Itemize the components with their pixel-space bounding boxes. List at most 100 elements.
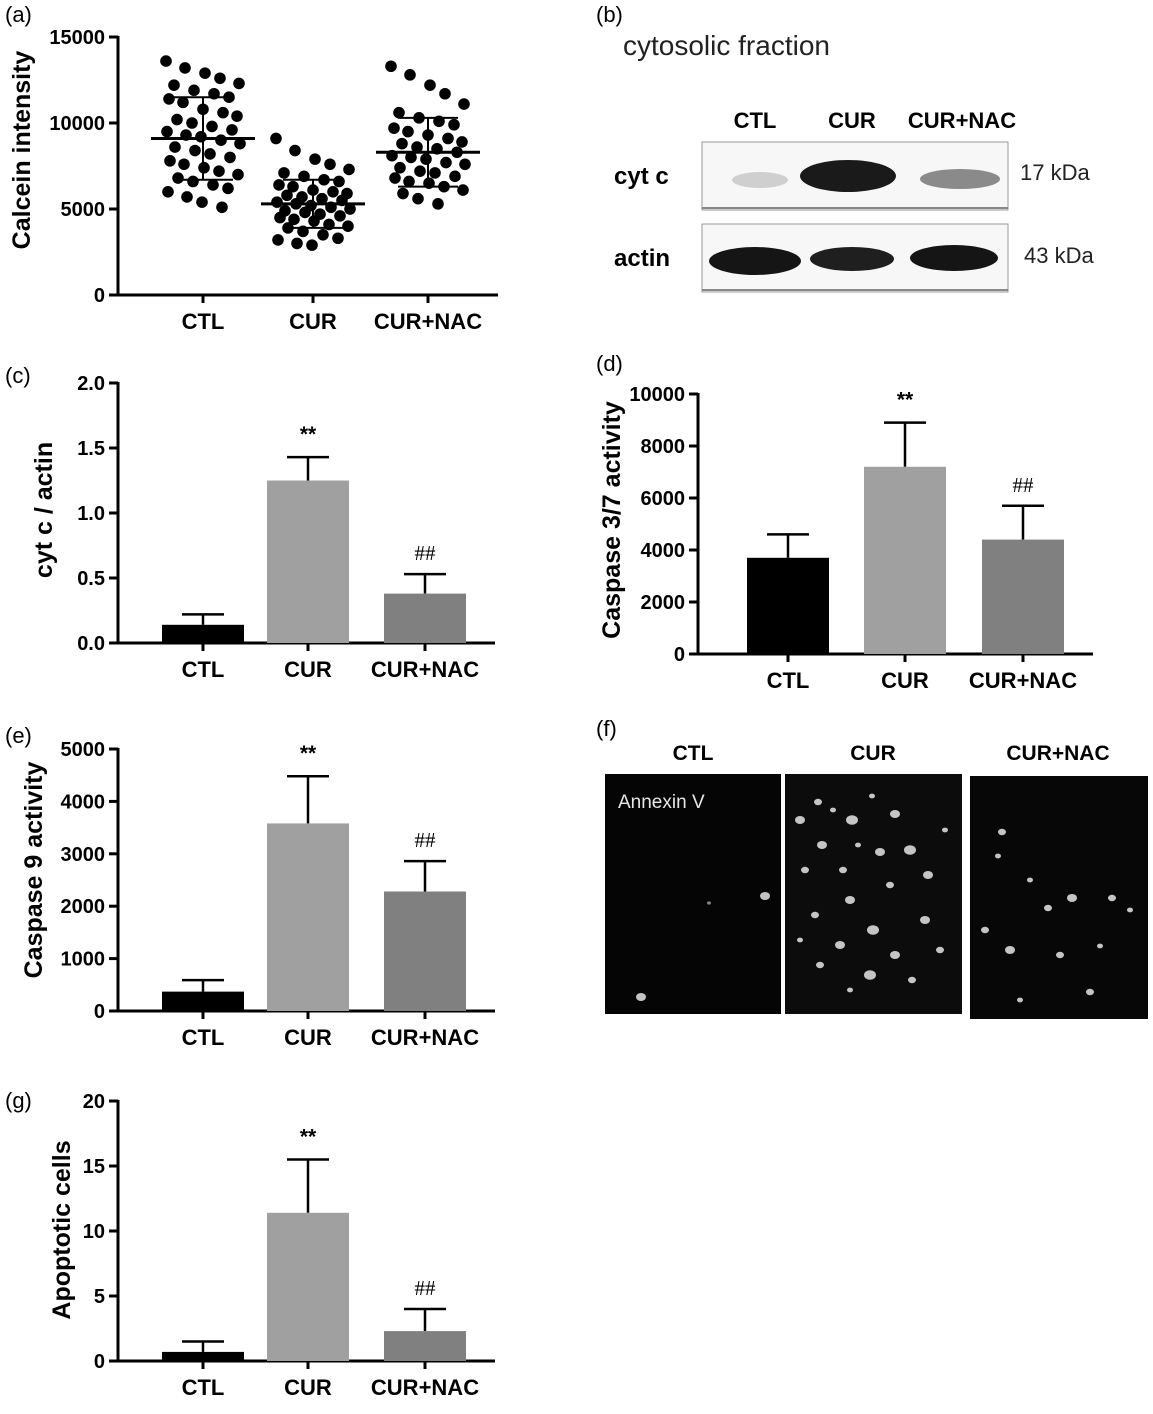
y-tick-label: 2000 (61, 896, 106, 918)
significance-annotation: ## (415, 541, 437, 565)
data-point (404, 69, 416, 81)
fluorescent-cell (707, 901, 711, 905)
data-point (196, 196, 208, 208)
significance-annotation: ** (300, 423, 317, 446)
fluorescent-cell (817, 841, 827, 849)
y-tick-label: 10000 (49, 113, 105, 135)
data-point (403, 175, 415, 188)
panel-c-chart: (c) 0.0 0.5 1.0 1.5 2.0 CTL CUR CUR+NAC cyt c / … (5, 363, 495, 682)
micrograph-ctl (605, 774, 781, 1014)
panel-d-chart: (d) 0 2000 4000 6000 8000 10000 CTL CUR CUR+NAC C… (596, 351, 1093, 693)
y-tick-label: 15000 (49, 27, 105, 49)
data-point (181, 191, 193, 203)
panel-g-letter: (g) (5, 1088, 32, 1113)
fluorescent-cell (1067, 894, 1077, 902)
data-point (388, 122, 400, 134)
actin-band-ctl (709, 247, 801, 275)
y-tick-label: 6000 (641, 488, 686, 510)
data-point (324, 158, 336, 171)
x-tick-label: CUR+NAC (371, 1025, 479, 1050)
lane-label-cur-nac: CUR+NAC (908, 108, 1016, 133)
fluorescent-cell (998, 828, 1006, 836)
y-tick-label: 3000 (61, 844, 106, 866)
bar-ctl (747, 557, 829, 654)
y-tick-label: 0 (674, 644, 685, 666)
data-point (289, 144, 301, 157)
data-point (394, 161, 406, 174)
data-point (168, 79, 180, 91)
fluorescent-cell (1027, 877, 1033, 883)
x-tick-label: CTL (182, 309, 225, 334)
cyt-c-size-label: 17 kDa (1020, 160, 1090, 185)
fluorescent-cell (1127, 907, 1133, 913)
x-tick-label: CUR (284, 1025, 332, 1050)
y-tick-label: 0.5 (77, 568, 105, 590)
data-point (216, 201, 228, 214)
y-tick-label: 0.0 (77, 633, 105, 655)
x-tick-label: CTL (182, 657, 225, 682)
fluorescent-cell (797, 937, 803, 943)
significance-annotation: ** (300, 1126, 317, 1149)
data-point (299, 206, 311, 219)
fluorescent-cell (920, 916, 930, 924)
y-tick-label: 2000 (641, 592, 686, 614)
data-point (204, 148, 216, 160)
fluorescent-cell (904, 845, 916, 855)
panel-f-micrographs: (f) CTL CUR CUR+NAC Annexin V (596, 716, 1148, 1019)
data-point (231, 110, 243, 122)
y-tick-label: 1000 (61, 949, 106, 971)
data-point (424, 79, 436, 91)
data-point (188, 84, 200, 97)
bar-cur (267, 1212, 349, 1361)
data-point (429, 167, 441, 179)
fluorescent-cell (801, 866, 809, 874)
y-tick-label: 15 (83, 1156, 105, 1178)
y-axis-title: Caspase 9 activity (20, 762, 48, 979)
data-point (178, 158, 190, 171)
fluorescent-cell (942, 827, 948, 833)
data-point (306, 239, 318, 251)
panel-e-chart: (e) 0 1000 2000 3000 4000 5000 CTL CUR CUR+NAC Ca… (5, 723, 495, 1050)
data-point (287, 180, 299, 193)
data-point (224, 151, 236, 164)
bar-ctl (162, 1351, 244, 1361)
y-axis-title: cyt c / actin (30, 442, 58, 578)
bar-cur-nac (384, 593, 466, 643)
x-tick-label: CUR (289, 309, 337, 334)
panel-f-letter: (f) (596, 716, 617, 741)
y-tick-label: 5 (94, 1286, 105, 1308)
actin-band-cur (810, 247, 894, 271)
micrograph-cur-nac (970, 776, 1148, 1019)
fluorescent-cell (847, 987, 853, 993)
bar-ctl (162, 991, 244, 1011)
data-point (456, 136, 468, 148)
bar-cur (267, 480, 349, 643)
bar-ctl (162, 624, 244, 643)
blot-title: cytosolic fraction (623, 30, 830, 61)
data-point (274, 211, 286, 224)
cyt-c-band-cur-nac (920, 169, 1000, 189)
data-point (179, 62, 191, 74)
fluorescent-cell (839, 866, 847, 874)
row-label-cyt-c: cyt c (614, 163, 669, 190)
fluorescent-cell (869, 793, 875, 799)
data-point (273, 179, 285, 191)
data-point (226, 124, 238, 136)
data-point (396, 137, 408, 150)
apoptotic-cells-bar-chart: 0 5 10 15 20 CTL CUR CUR+NAC Apoptotic cells ** ## (48, 1091, 495, 1400)
significance-annotation: ## (1013, 473, 1035, 497)
fluorescent-cell (636, 993, 646, 1001)
bar-cur-nac (384, 891, 466, 1011)
data-point (214, 72, 226, 85)
fluorescent-cell (1097, 943, 1103, 949)
data-point (412, 192, 424, 205)
fluorescent-cell (835, 941, 845, 949)
fluorescent-cell (846, 815, 858, 825)
panel-a-letter: (a) (5, 2, 32, 27)
actin-band-cur-nac (910, 245, 998, 271)
data-point (187, 175, 199, 188)
fluorescent-cell (936, 946, 944, 954)
data-point (163, 93, 175, 105)
data-point (432, 198, 444, 210)
fluorescent-cell (1005, 946, 1015, 954)
